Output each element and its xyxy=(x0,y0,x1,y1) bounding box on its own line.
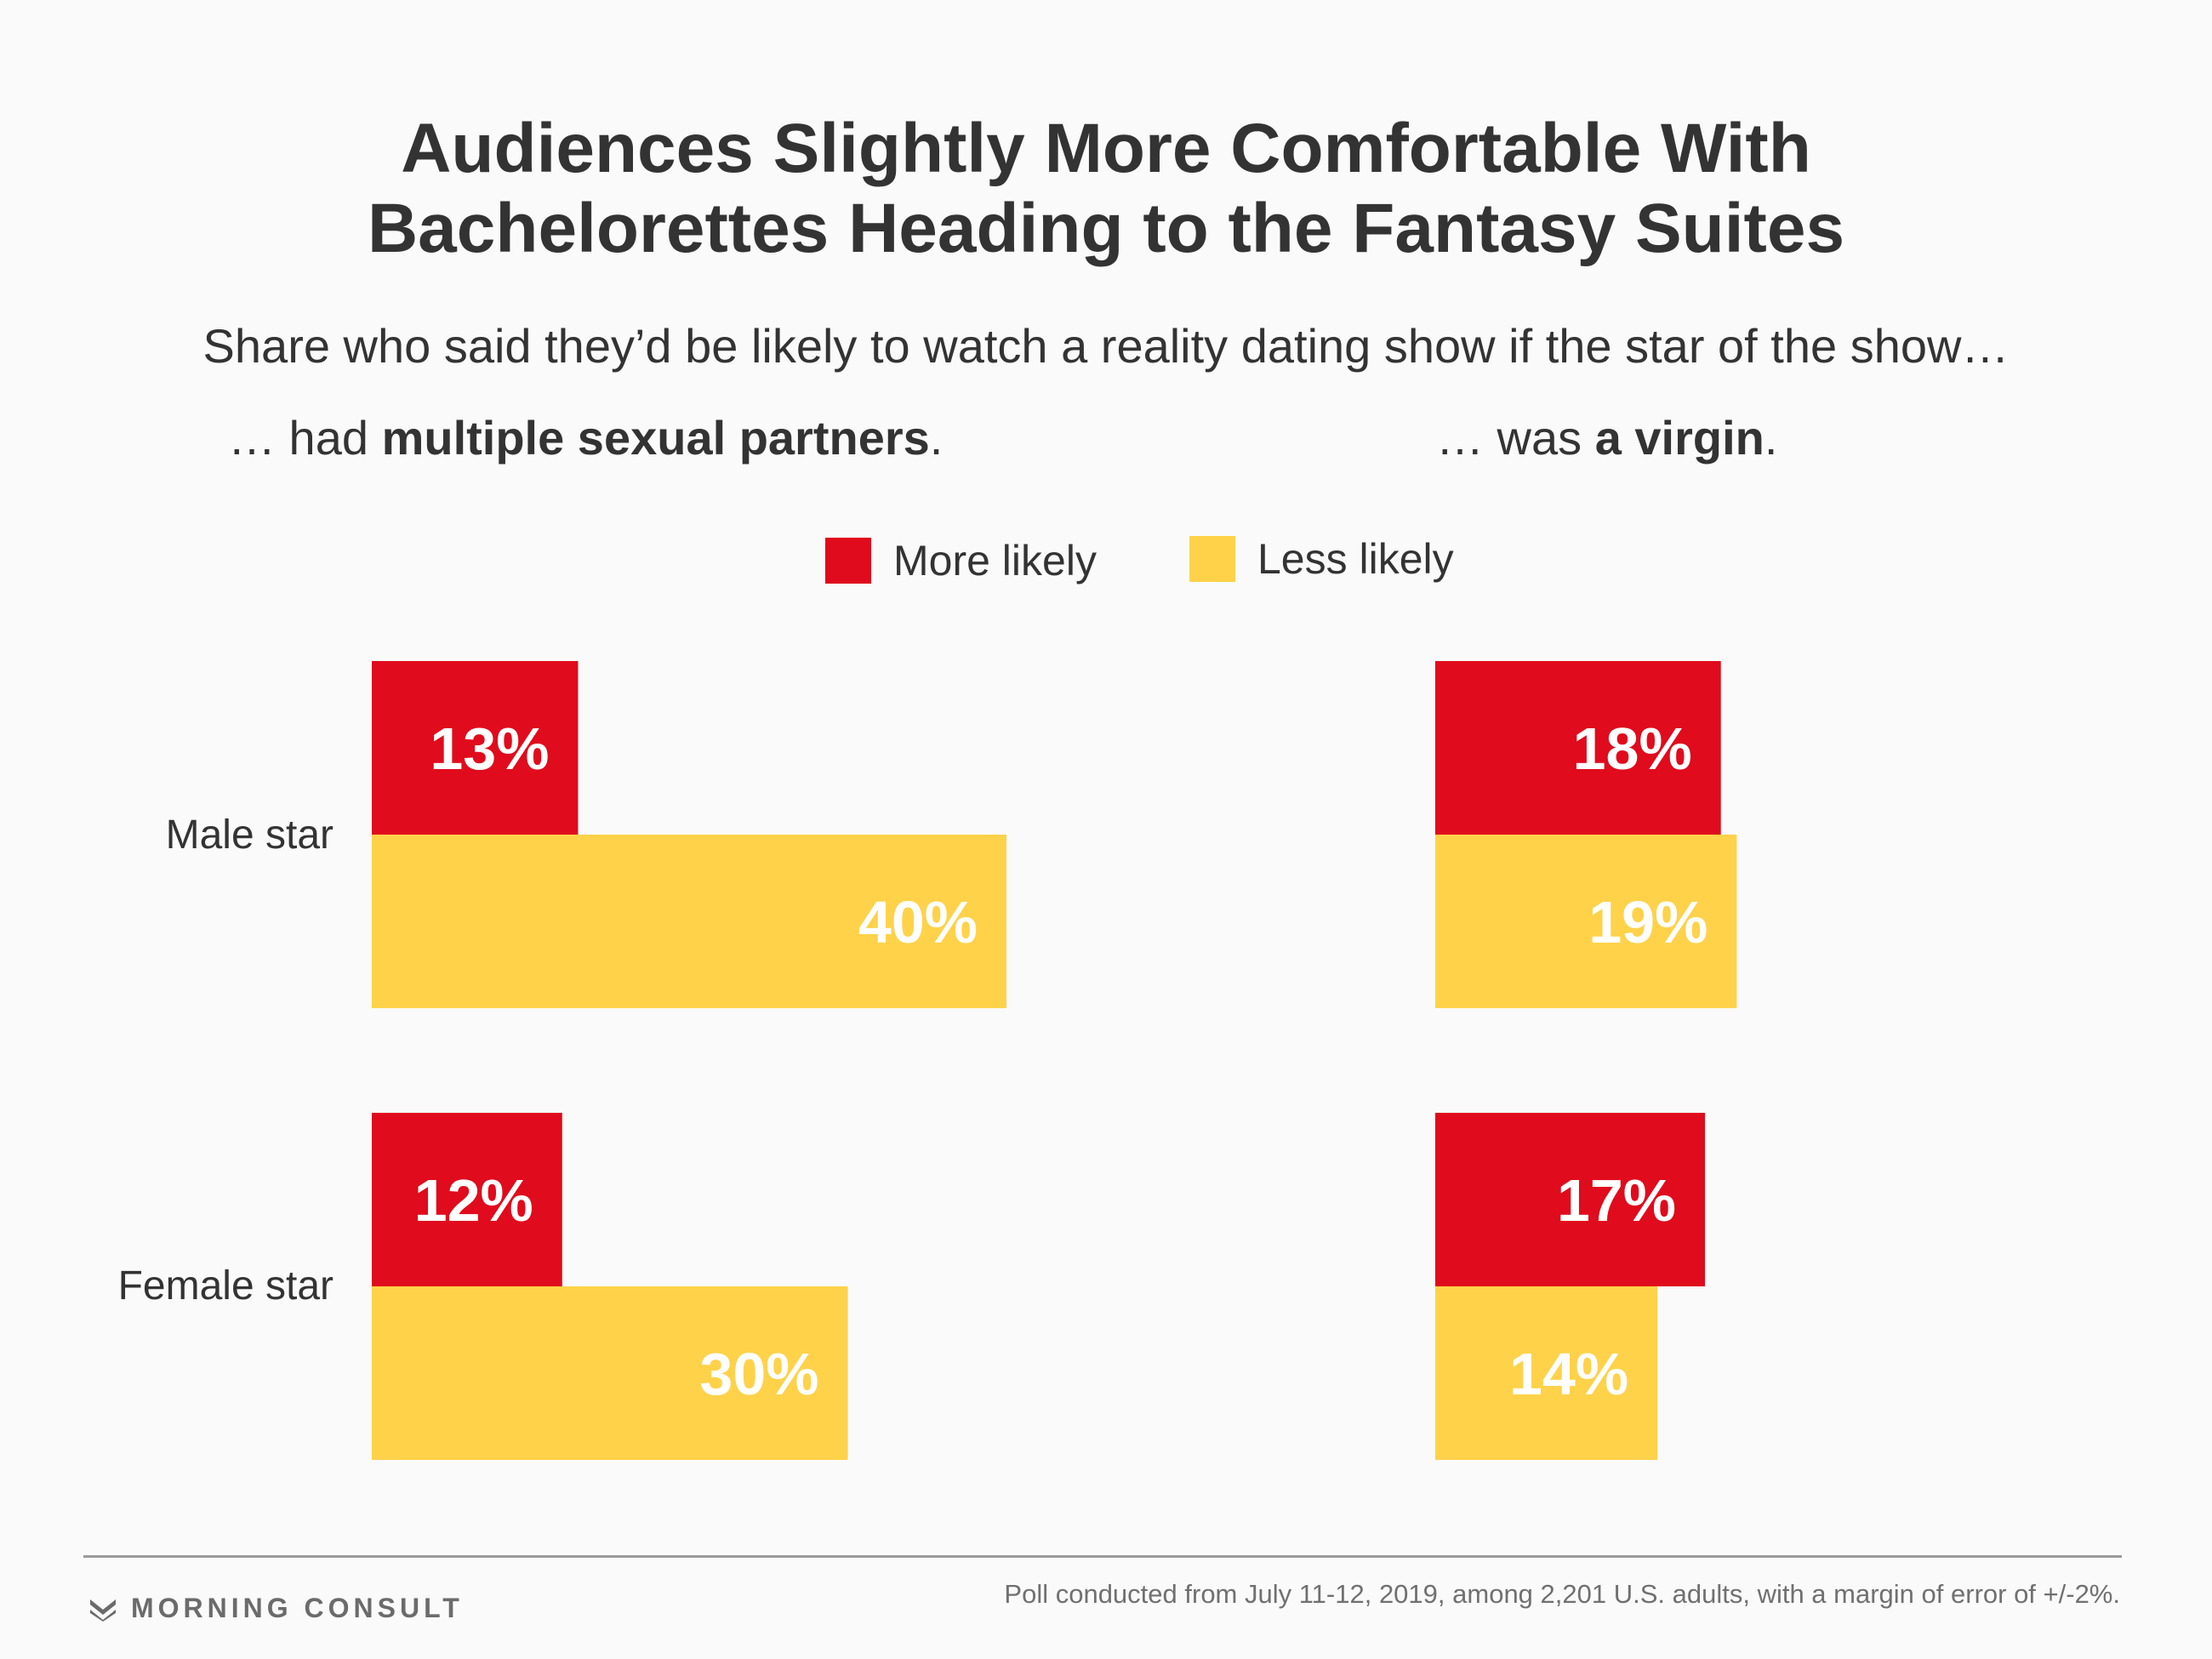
bar-virgin-female-less-likely xyxy=(1435,1286,1658,1460)
panel-heading-suffix: . xyxy=(929,411,944,465)
bar-multiple-partners-female-less-likely-value-label: 30% xyxy=(699,1341,818,1407)
bar-virgin-male-more-likely-value-label: 18% xyxy=(1573,715,1692,782)
brand-logo: MORNING CONSULT xyxy=(88,1593,464,1624)
panel-heading-emphasis: multiple sexual partners xyxy=(381,411,930,465)
panel-heading-virgin: … was a virgin. xyxy=(1436,408,1777,468)
bar-multiple-partners-male-more-likely xyxy=(372,661,579,835)
category-label-male-star: Male star xyxy=(165,812,334,858)
bar-multiple-partners-female-more-likely xyxy=(372,1113,562,1286)
panel-heading-prefix: … was xyxy=(1436,411,1595,465)
legend-swatch-less-likely xyxy=(1189,536,1235,582)
bar-multiple-partners-male-less-likely xyxy=(372,835,1006,1008)
bar-multiple-partners-female-less-likely xyxy=(372,1286,848,1460)
bar-virgin-female-less-likely-value-label: 14% xyxy=(1509,1341,1628,1407)
bar-virgin-female-more-likely-value-label: 17% xyxy=(1557,1167,1676,1234)
panel-heading-suffix: . xyxy=(1764,411,1778,465)
legend-label-more-likely: More likely xyxy=(893,537,1097,584)
category-label-female-star: Female star xyxy=(117,1263,334,1308)
chart-title-line-2: Bachelorettes Heading to the Fantasy Sui… xyxy=(367,190,1845,267)
panel-heading-multiple-partners: … had multiple sexual partners. xyxy=(228,408,943,468)
bar-multiple-partners-male-more-likely-value-label: 13% xyxy=(430,715,549,782)
bar-multiple-partners-male-less-likely-value-label: 40% xyxy=(858,889,978,955)
chart-title-line-1: Audiences Slightly More Comfortable With xyxy=(401,110,1811,187)
legend-swatch-more-likely xyxy=(825,538,871,584)
bar-virgin-male-less-likely xyxy=(1435,835,1737,1008)
brand-name: MORNING CONSULT xyxy=(131,1593,464,1623)
bar-virgin-female-more-likely xyxy=(1435,1113,1706,1286)
panel-heading-prefix: … had xyxy=(228,411,382,465)
chart-title: Audiences Slightly More Comfortable With… xyxy=(0,109,2212,269)
bar-multiple-partners-female-more-likely-value-label: 12% xyxy=(414,1167,533,1234)
legend-item-less-likely: Less likely xyxy=(1189,534,1454,584)
legend-item-more-likely: More likely xyxy=(825,536,1097,585)
footer-divider xyxy=(83,1555,2122,1558)
morning-consult-logo-icon xyxy=(90,1599,116,1622)
bar-virgin-male-more-likely xyxy=(1435,661,1721,835)
bar-virgin-male-less-likely-value-label: 19% xyxy=(1588,889,1707,955)
panel-heading-emphasis: a virgin xyxy=(1594,411,1764,465)
legend-label-less-likely: Less likely xyxy=(1257,535,1454,583)
source-footnote: Poll conducted from July 11-12, 2019, am… xyxy=(1004,1579,2120,1609)
chart-subtitle: Share who said they’d be likely to watch… xyxy=(202,319,2010,373)
